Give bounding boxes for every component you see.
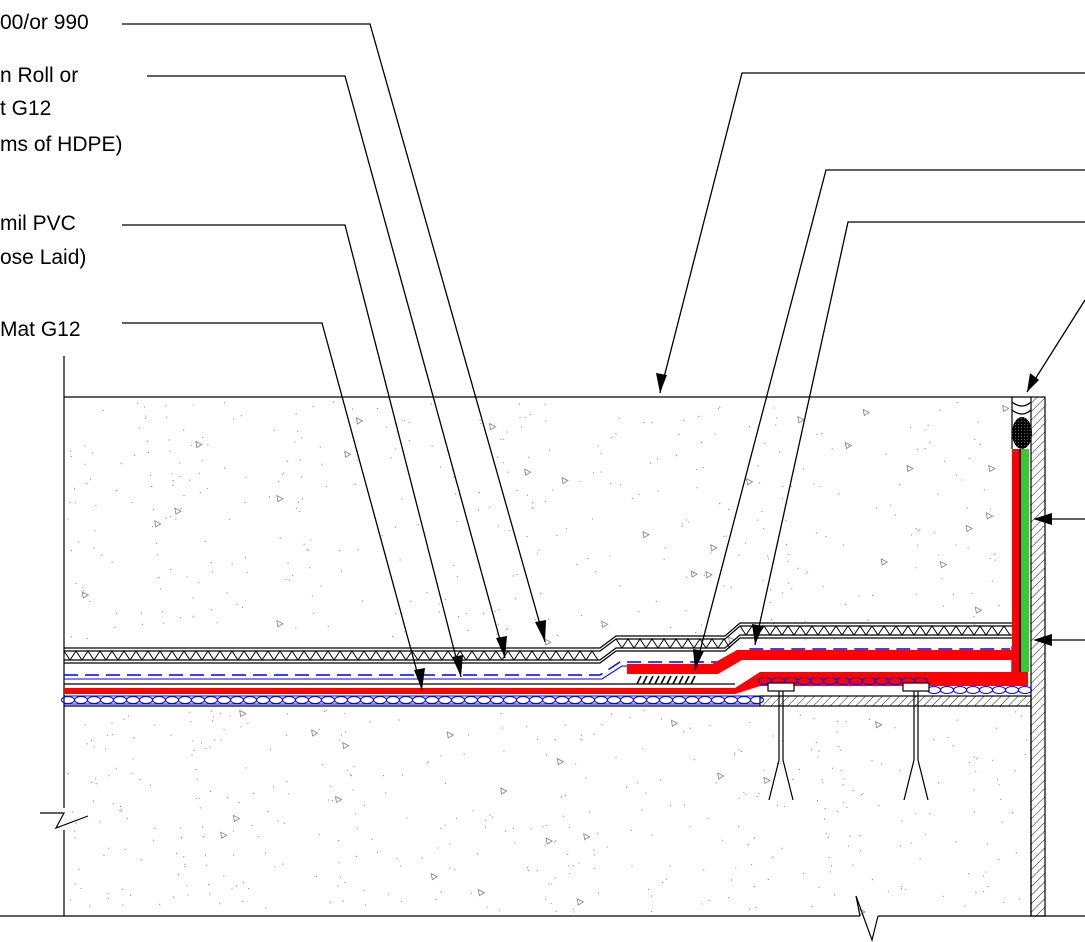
anchor-left [767,682,795,801]
red-membrane [64,449,1029,694]
bottom-break-symbol [855,895,879,942]
fastening-strip [636,675,696,685]
left-break-symbol [40,812,89,830]
label-item-4: Mat G12 [0,318,81,341]
label-item-2a: n Roll or [0,64,78,87]
anchor-right [902,682,930,801]
leader-item-3 [122,224,462,678]
concrete-outlines [0,356,1085,942]
upper-concrete-slab [64,397,1008,648]
leader-item-2 [147,75,506,659]
leader-right-2 [694,169,1085,671]
arrowheads [414,373,1052,690]
lower-concrete-slab [64,706,1031,916]
label-item-3b: ose Laid) [0,246,86,269]
leader-lines [122,23,1085,691]
leader-right-4 [1026,299,1085,393]
callout-labels: 00/or 990 n Roll or t G12 ms of HDPE) mi… [0,11,123,341]
label-item-2c: ms of HDPE) [0,133,123,156]
leader-right-3 [754,221,1085,646]
leader-right-1 [659,72,1085,394]
drainage-mat-layer [63,622,1012,664]
label-item-1: 00/or 990 [0,11,89,34]
label-item-3a: mil PVC [0,212,76,235]
concrete-aggregate-speckles [67,401,1028,916]
termination-sealant [1011,397,1032,449]
leader-item-1 [122,23,546,643]
leader-item-4 [122,322,423,691]
label-item-2b: t G12 [0,97,51,120]
hatched-wall [759,396,1046,917]
